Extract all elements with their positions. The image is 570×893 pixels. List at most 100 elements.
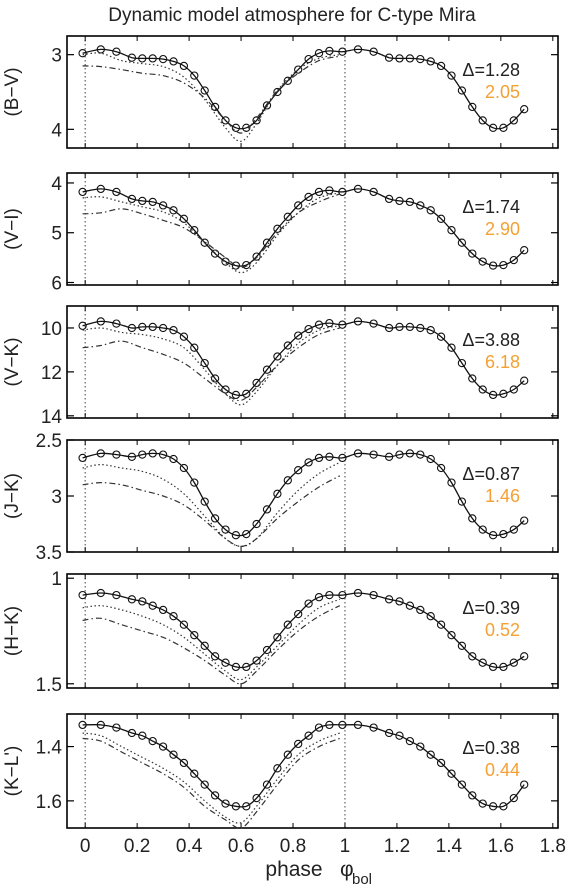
data-point — [447, 631, 456, 640]
panel-0: 3 4 (B−V) Δ=1.282.05 — [2, 35, 559, 149]
panel-frame — [66, 172, 559, 286]
data-point — [158, 201, 168, 210]
data-point — [405, 736, 415, 746]
data-point — [304, 192, 313, 202]
data-point — [283, 341, 292, 350]
data-point — [283, 212, 292, 221]
series-line-solid — [82, 452, 525, 537]
data-point — [457, 238, 467, 247]
data-point — [325, 46, 334, 56]
data-point — [262, 101, 272, 110]
data-point — [478, 385, 487, 394]
data-point — [499, 802, 508, 811]
data-point — [457, 780, 467, 789]
data-point — [405, 601, 415, 610]
y-tick-label: 14 — [41, 407, 63, 428]
y-axis-label: (V−K) — [2, 337, 23, 386]
data-point — [447, 71, 456, 80]
data-point — [304, 324, 313, 334]
data-point — [416, 742, 425, 751]
data-point — [200, 86, 209, 95]
data-point — [242, 260, 251, 270]
data-point — [468, 374, 477, 383]
x-tick-label: 0.4 — [176, 836, 203, 857]
panel-4: 1 1.5 (H−K) Δ=0.390.52 — [2, 569, 559, 696]
y-tick-label: 3.5 — [36, 543, 62, 564]
data-point — [405, 197, 415, 207]
data-point — [325, 452, 334, 461]
series-line-dashdot — [82, 475, 341, 548]
data-point — [426, 454, 435, 464]
data-point — [488, 261, 498, 270]
data-point — [273, 633, 282, 642]
data-point — [138, 597, 147, 606]
x-tick-label: 1.4 — [436, 836, 463, 857]
data-point — [283, 76, 292, 85]
y-tick-label: 4 — [51, 120, 62, 141]
data-point — [127, 595, 137, 604]
data-point — [314, 320, 324, 329]
data-point — [416, 605, 425, 615]
data-point — [169, 57, 178, 66]
x-tick-label: 0.6 — [228, 836, 254, 857]
data-point — [190, 226, 199, 235]
data-point — [468, 652, 477, 661]
data-point — [426, 612, 435, 621]
y-tick-label: 5 — [51, 224, 62, 245]
data-point — [338, 453, 347, 463]
data-point — [509, 116, 518, 125]
x-tick-label: 0 — [80, 836, 91, 857]
data-point — [148, 54, 157, 63]
data-point — [148, 449, 157, 458]
data-point — [499, 260, 508, 270]
y-axis-label: (J−K) — [2, 473, 23, 519]
data-point — [242, 802, 251, 811]
data-point — [416, 54, 425, 64]
data-point — [294, 201, 303, 210]
data-point — [294, 609, 303, 619]
delta-value-alt: 6.18 — [485, 352, 520, 372]
data-point — [488, 531, 498, 540]
data-point — [478, 658, 487, 667]
data-point — [252, 519, 261, 529]
data-point — [138, 322, 147, 332]
data-point — [338, 590, 347, 600]
data-point — [384, 53, 394, 62]
data-point — [338, 47, 347, 56]
data-point — [304, 54, 313, 64]
data-point — [395, 322, 404, 332]
data-point — [273, 489, 282, 498]
data-point — [304, 731, 313, 740]
data-point — [210, 652, 220, 661]
data-point — [252, 252, 261, 261]
data-point — [96, 588, 105, 598]
data-point — [78, 590, 87, 600]
data-point — [369, 590, 378, 600]
data-point — [127, 194, 137, 204]
data-point — [353, 317, 363, 326]
data-point — [262, 238, 272, 247]
data-point — [384, 323, 394, 333]
data-point — [200, 238, 209, 247]
data-point — [78, 453, 87, 463]
panel-frame — [66, 35, 559, 149]
data-point — [353, 184, 363, 194]
data-point — [488, 390, 498, 400]
data-point — [447, 478, 456, 487]
y-tick-label: 10 — [41, 319, 62, 340]
data-point — [405, 54, 415, 63]
data-point — [436, 332, 446, 341]
data-point — [405, 449, 415, 458]
y-tick-label: 4 — [51, 174, 62, 195]
data-point — [436, 620, 446, 629]
data-point — [488, 802, 498, 811]
data-point — [112, 723, 121, 732]
data-point — [169, 206, 178, 215]
data-point — [468, 514, 477, 523]
data-point — [231, 390, 241, 400]
data-point — [436, 214, 446, 223]
delta-value: Δ=1.74 — [462, 197, 520, 217]
data-point — [273, 764, 282, 773]
data-point — [190, 769, 199, 778]
series-line-dashdot — [82, 327, 340, 402]
